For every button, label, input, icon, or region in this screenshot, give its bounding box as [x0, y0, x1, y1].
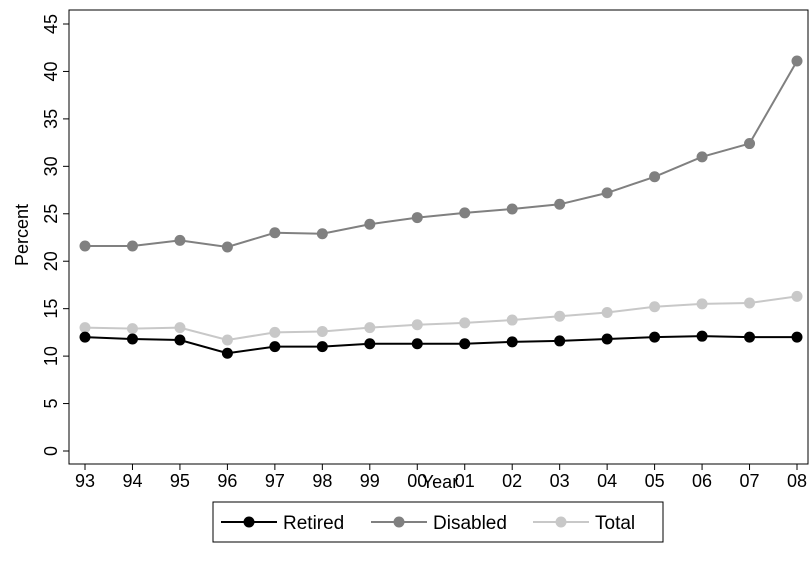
data-point-total — [126, 323, 138, 335]
y-tick-label: 30 — [41, 156, 61, 176]
data-point-disabled — [126, 240, 138, 252]
data-point-total — [411, 319, 423, 331]
data-point-retired — [126, 333, 138, 345]
data-point-disabled — [649, 171, 661, 183]
data-point-total — [601, 306, 613, 318]
data-point-disabled — [316, 228, 328, 240]
data-point-retired — [79, 331, 91, 343]
y-tick-label: 25 — [41, 204, 61, 224]
data-point-total — [506, 314, 518, 326]
y-tick-label: 35 — [41, 109, 61, 129]
data-point-disabled — [506, 203, 518, 215]
x-tick-label: 96 — [217, 471, 237, 491]
data-point-retired — [364, 338, 376, 350]
data-point-disabled — [79, 240, 91, 252]
data-point-total — [696, 298, 708, 310]
y-tick-label: 15 — [41, 299, 61, 319]
data-point-total — [554, 310, 566, 322]
data-point-total — [79, 322, 91, 334]
y-tick-label: 5 — [41, 399, 61, 409]
y-tick-label: 10 — [41, 346, 61, 366]
x-tick-label: 99 — [360, 471, 380, 491]
y-axis-title: Percent — [12, 204, 32, 266]
data-point-disabled — [459, 207, 471, 219]
data-point-retired — [554, 335, 566, 347]
series-line-disabled — [85, 60, 798, 249]
data-point-total — [364, 322, 376, 334]
data-point-total — [174, 322, 186, 334]
data-point-retired — [649, 331, 661, 343]
series-line-retired — [84, 335, 797, 355]
data-point-total — [459, 317, 471, 329]
x-tick-label: 07 — [740, 471, 760, 491]
x-tick-label: 04 — [597, 471, 617, 491]
data-point-disabled — [221, 241, 233, 253]
series-layer — [79, 55, 803, 359]
data-point-retired — [269, 341, 281, 353]
data-point-total — [221, 334, 233, 346]
data-point-total — [744, 297, 756, 309]
x-tick-label: 01 — [455, 471, 475, 491]
data-point-retired — [506, 336, 518, 348]
legend-marker-retired — [243, 516, 255, 528]
series-line-total — [84, 295, 798, 342]
y-tick-label: 45 — [41, 14, 61, 34]
y-axis: 0 5 10 15 20 25 30 35 40 45 — [41, 14, 69, 456]
legend-label-total: Total — [595, 513, 635, 534]
legend-label-disabled: Disabled — [433, 513, 507, 534]
x-tick-label: 95 — [170, 471, 190, 491]
data-point-total — [649, 301, 661, 313]
data-point-disabled — [174, 234, 186, 246]
x-tick-label: 02 — [502, 471, 522, 491]
data-point-retired — [459, 338, 471, 350]
x-tick-label: 94 — [122, 471, 142, 491]
x-axis-title: Year — [422, 472, 458, 492]
x-tick-label: 06 — [692, 471, 712, 491]
data-point-retired — [601, 333, 613, 345]
data-point-disabled — [411, 212, 423, 224]
y-tick-label: 0 — [41, 446, 61, 456]
y-tick-label: 40 — [41, 61, 61, 81]
x-tick-label: 05 — [645, 471, 665, 491]
legend: Retired Disabled Total — [212, 501, 664, 543]
data-point-retired — [411, 338, 423, 350]
data-point-disabled — [269, 227, 281, 239]
data-point-retired — [316, 341, 328, 353]
x-tick-label: 08 — [787, 471, 807, 491]
x-tick-label: 00 — [407, 471, 427, 491]
data-point-total — [791, 290, 803, 302]
data-point-total — [316, 325, 328, 337]
data-point-retired — [744, 331, 756, 343]
legend-label-retired: Retired — [283, 513, 344, 534]
data-point-retired — [696, 330, 708, 342]
data-point-total — [269, 326, 281, 338]
x-tick-label: 97 — [265, 471, 285, 491]
data-point-disabled — [554, 198, 566, 210]
data-point-retired — [791, 331, 803, 343]
data-point-disabled — [364, 218, 376, 230]
data-point-retired — [174, 334, 186, 346]
y-tick-label: 20 — [41, 251, 61, 271]
legend-marker-total — [555, 516, 567, 528]
data-point-disabled — [601, 187, 613, 199]
data-point-retired — [221, 347, 233, 359]
plot-frame — [68, 9, 809, 465]
x-tick-label: 93 — [75, 471, 95, 491]
data-point-disabled — [696, 151, 708, 163]
x-tick-label: 03 — [550, 471, 570, 491]
data-point-disabled — [744, 138, 756, 150]
x-tick-label: 98 — [312, 471, 332, 491]
legend-marker-disabled — [393, 516, 405, 528]
x-axis: 93 94 95 96 97 98 99 00 01 02 03 04 05 06 07 08 — [75, 464, 807, 491]
data-point-disabled — [791, 55, 803, 67]
